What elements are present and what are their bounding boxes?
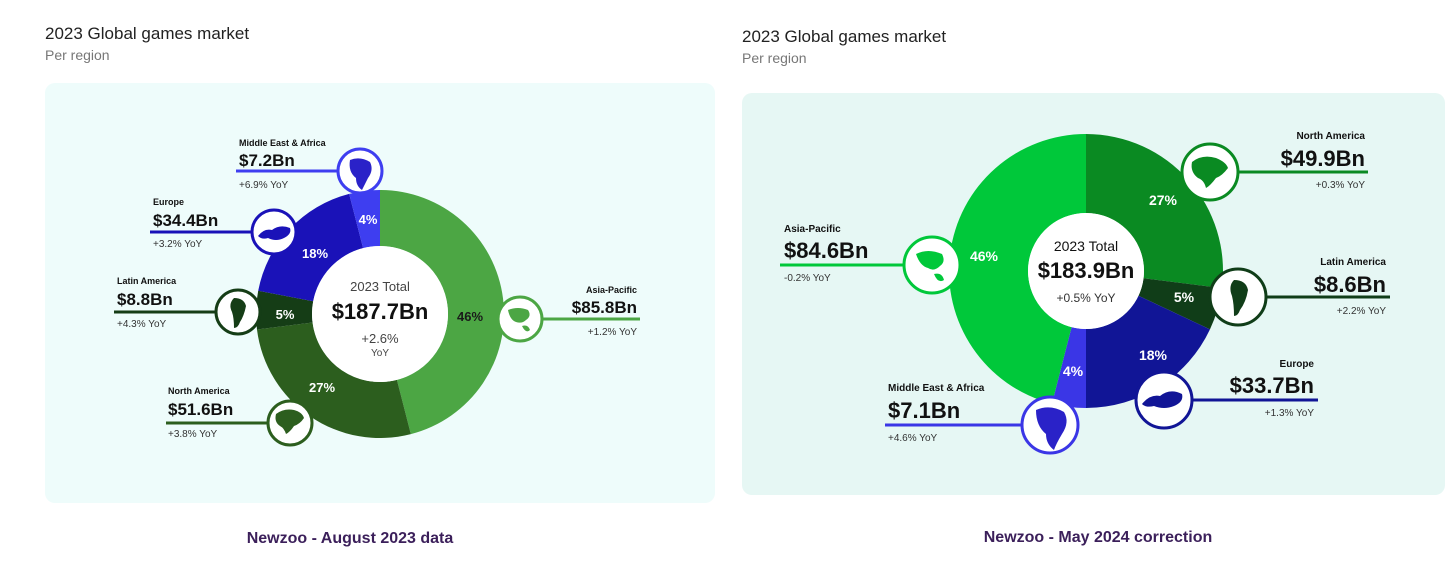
left-center-growth-unit: YoY bbox=[371, 348, 389, 359]
left-pct-north-america: 27% bbox=[309, 380, 335, 395]
left-callout-mea: Middle East & Africa $7.2Bn +6.9% YoY bbox=[236, 138, 384, 195]
left-callout-apac: Asia-Pacific $85.8Bn +1.2% YoY bbox=[496, 285, 640, 343]
left-pct-mea: 4% bbox=[359, 212, 378, 227]
left-pct-europe: 18% bbox=[302, 246, 328, 261]
left-donut-chart: 2023 Total $187.7Bn +2.6% YoY 46% 27% 5%… bbox=[114, 138, 640, 447]
left-na-name: North America bbox=[168, 386, 231, 396]
right-callout-apac: Asia-Pacific $84.6Bn -0.2% YoY bbox=[780, 224, 962, 295]
right-center-label: 2023 Total bbox=[1054, 238, 1118, 254]
left-mea-value: $7.2Bn bbox=[239, 151, 295, 170]
right-panel: 2023 Global games market Per region 2023… bbox=[728, 0, 1456, 582]
right-subtitle: Per region bbox=[742, 50, 807, 66]
right-na-value: $49.9Bn bbox=[1281, 146, 1365, 171]
latin-america-shape bbox=[1230, 280, 1248, 316]
right-callout-na: North America $49.9Bn +0.3% YoY bbox=[1180, 131, 1368, 202]
asia-pacific-shape bbox=[508, 308, 530, 332]
left-pct-asia-pacific: 46% bbox=[457, 309, 483, 324]
right-mea-value: $7.1Bn bbox=[888, 398, 960, 423]
left-europe-name: Europe bbox=[153, 197, 184, 207]
right-center-disc bbox=[1028, 213, 1144, 329]
right-latam-value: $8.6Bn bbox=[1314, 272, 1386, 297]
left-latam-yoy: +4.3% YoY bbox=[117, 319, 167, 330]
left-europe-value: $34.4Bn bbox=[153, 211, 218, 230]
left-apac-name: Asia-Pacific bbox=[586, 285, 637, 295]
right-pct-latin-america: 5% bbox=[1174, 289, 1195, 305]
right-pct-asia-pacific: 46% bbox=[970, 248, 999, 264]
left-panel: 2023 Global games market Per region 2023… bbox=[45, 24, 715, 547]
right-slice-north-america bbox=[1086, 134, 1223, 289]
left-center-disc bbox=[312, 246, 448, 382]
right-center-growth: +0.5% YoY bbox=[1056, 291, 1115, 305]
left-mea-name: Middle East & Africa bbox=[239, 138, 327, 148]
left-center-label: 2023 Total bbox=[350, 279, 410, 294]
left-mea-yoy: +6.9% YoY bbox=[239, 180, 289, 191]
africa-shape bbox=[349, 158, 372, 190]
right-europe-name: Europe bbox=[1280, 359, 1315, 370]
right-europe-yoy: +1.3% YoY bbox=[1265, 408, 1315, 419]
left-slice-asia-pacific bbox=[380, 190, 504, 435]
right-apac-name: Asia-Pacific bbox=[784, 224, 841, 235]
left-latam-value: $8.8Bn bbox=[117, 290, 173, 309]
europe-shape bbox=[258, 226, 291, 240]
right-slice-asia-pacific bbox=[949, 134, 1086, 404]
africa-shape bbox=[1036, 407, 1067, 450]
right-apac-yoy: -0.2% YoY bbox=[784, 273, 831, 284]
right-apac-value: $84.6Bn bbox=[784, 238, 868, 263]
right-slice-middle-east-africa bbox=[1051, 327, 1086, 408]
right-na-name: North America bbox=[1296, 131, 1365, 142]
left-na-yoy: +3.8% YoY bbox=[168, 429, 218, 440]
right-latam-yoy: +2.2% YoY bbox=[1337, 306, 1387, 317]
left-title: 2023 Global games market bbox=[45, 24, 250, 43]
right-callout-europe: Europe $33.7Bn +1.3% YoY bbox=[1134, 359, 1318, 430]
left-callout-latam: Latin America $8.8Bn +4.3% YoY bbox=[114, 276, 262, 336]
left-subtitle: Per region bbox=[45, 47, 110, 63]
left-callout-europe: Europe $34.4Bn +3.2% YoY bbox=[150, 197, 298, 256]
left-center-growth: +2.6% bbox=[361, 331, 399, 346]
right-mea-yoy: +4.6% YoY bbox=[888, 433, 938, 444]
right-pct-north-america: 27% bbox=[1149, 192, 1178, 208]
latin-america-shape bbox=[230, 298, 246, 328]
left-europe-yoy: +3.2% YoY bbox=[153, 239, 203, 250]
left-apac-value: $85.8Bn bbox=[572, 298, 637, 317]
right-title: 2023 Global games market bbox=[742, 27, 947, 46]
left-slice-europe bbox=[258, 193, 364, 302]
left-slice-latin-america bbox=[256, 290, 314, 330]
left-slices bbox=[256, 190, 504, 438]
right-center-total: $183.9Bn bbox=[1038, 258, 1135, 283]
right-slice-latin-america bbox=[1138, 278, 1222, 330]
right-callout-latam: Latin America $8.6Bn +2.2% YoY bbox=[1208, 257, 1390, 327]
left-center-total: $187.7Bn bbox=[332, 299, 429, 324]
asia-pacific-shape bbox=[916, 251, 944, 282]
left-pct-latin-america: 5% bbox=[276, 307, 295, 322]
right-slice-europe bbox=[1086, 295, 1210, 408]
europe-shape bbox=[1142, 391, 1183, 408]
left-callout-na: North America $51.6Bn +3.8% YoY bbox=[166, 386, 314, 447]
left-latam-name: Latin America bbox=[117, 276, 177, 286]
north-america-shape bbox=[275, 409, 304, 434]
right-slices bbox=[949, 134, 1223, 408]
left-caption: Newzoo - August 2023 data bbox=[246, 530, 454, 547]
left-na-value: $51.6Bn bbox=[168, 400, 233, 419]
left-apac-yoy: +1.2% YoY bbox=[588, 327, 638, 338]
right-donut-chart: 2023 Total $183.9Bn +0.5% YoY 27% 5% 18%… bbox=[780, 131, 1390, 455]
right-pct-europe: 18% bbox=[1139, 347, 1168, 363]
right-callout-mea: Middle East & Africa $7.1Bn +4.6% YoY bbox=[885, 383, 1080, 455]
right-na-yoy: +0.3% YoY bbox=[1316, 180, 1366, 191]
left-slice-middle-east-africa bbox=[349, 190, 380, 249]
right-europe-value: $33.7Bn bbox=[1230, 373, 1314, 398]
right-caption: Newzoo - May 2024 correction bbox=[983, 529, 1213, 546]
north-america-shape bbox=[1191, 156, 1228, 188]
right-latam-name: Latin America bbox=[1320, 257, 1386, 268]
right-pct-mea: 4% bbox=[1063, 363, 1084, 379]
left-slice-north-america bbox=[256, 322, 411, 438]
right-mea-name: Middle East & Africa bbox=[888, 383, 985, 394]
